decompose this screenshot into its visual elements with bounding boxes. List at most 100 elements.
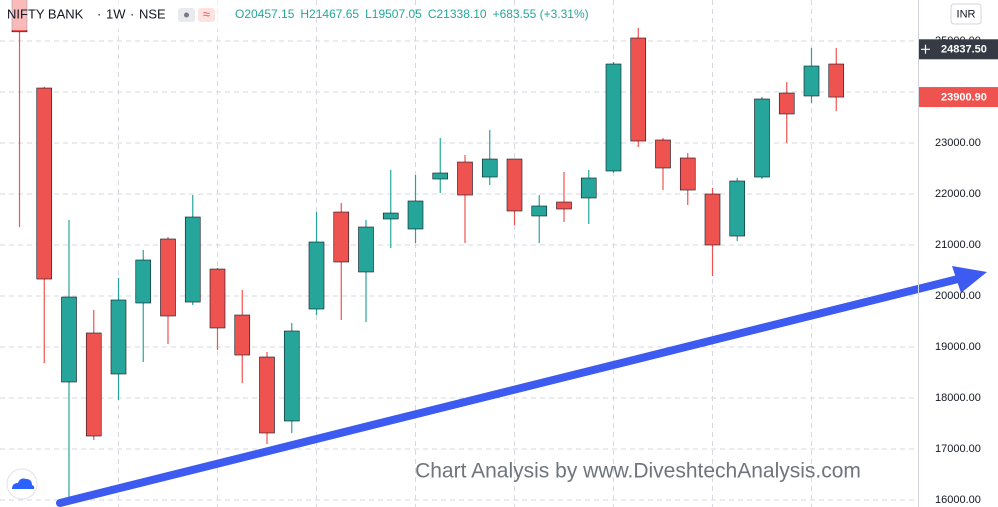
y-tick-label: 19000.00 — [935, 341, 981, 353]
y-tick-label: 20000.00 — [935, 290, 981, 302]
candle — [358, 220, 374, 323]
candle — [481, 130, 498, 186]
candle-body — [259, 356, 275, 434]
eye-icon[interactable] — [178, 8, 195, 22]
candle-body — [630, 37, 647, 142]
candle-body — [283, 330, 300, 422]
candle-body — [481, 158, 498, 178]
candle-body — [778, 92, 795, 115]
candle-body — [308, 241, 325, 310]
separator: · — [97, 6, 101, 21]
compare-icon[interactable]: ≈ — [198, 6, 215, 22]
candle-body — [729, 180, 746, 237]
ohlc-legend: O20457.15 H21467.65 L19507.05 C21338.10 +683… — [235, 7, 589, 21]
candle — [754, 97, 770, 180]
candles — [11, 0, 845, 501]
last-price-label: 23900.90 — [941, 91, 987, 103]
ohlc-value: C21338.10 — [428, 7, 487, 21]
candle — [729, 177, 746, 242]
trend-arrow — [56, 266, 987, 507]
y-tick-label: 22000.00 — [935, 188, 981, 200]
candle — [85, 310, 102, 441]
logo[interactable] — [6, 468, 38, 500]
candle — [308, 212, 325, 316]
candle-body — [679, 157, 696, 191]
arrow-shaft — [56, 274, 966, 507]
price-axis: 16000.00 17000.00 18000.00 19000.00 20000.00… — [919, 35, 998, 506]
crosshair-price-label: 24837.50 — [941, 44, 987, 56]
candle-body — [754, 98, 770, 178]
ohlc-value: +683.55 (+3.31%) — [493, 7, 589, 21]
candle-body — [135, 259, 152, 304]
candle — [803, 47, 820, 104]
arrow-head — [952, 266, 987, 293]
crosshair-plus — [921, 44, 930, 54]
exchange: NSE — [139, 6, 166, 21]
candle-body — [36, 87, 53, 280]
candle — [605, 62, 622, 173]
candle — [36, 86, 53, 364]
y-tick-label: 16000.00 — [935, 494, 981, 506]
candle — [432, 138, 449, 193]
candle — [333, 202, 350, 321]
candle-body — [110, 299, 127, 375]
y-tick-label: 21000.00 — [935, 239, 981, 251]
candle-body — [803, 65, 820, 97]
ohlc-value: L19507.05 — [365, 7, 422, 21]
icon-glyph: ≈ — [203, 6, 210, 21]
candle-body — [333, 211, 350, 263]
candle — [160, 237, 176, 345]
candle-body — [209, 268, 226, 329]
interval: 1W — [106, 6, 126, 21]
candle — [135, 250, 152, 363]
crosshair-price-label-box — [919, 39, 998, 60]
candle-body — [407, 200, 424, 230]
logo-cloud — [12, 478, 35, 489]
candle-body — [358, 226, 374, 273]
last-price-label-box — [919, 87, 998, 108]
candle-body — [61, 296, 77, 383]
candle — [184, 195, 201, 305]
y-tick-label: 17000.00 — [935, 443, 981, 455]
candle-body — [655, 139, 671, 169]
candle — [704, 187, 721, 277]
y-tick-label: 23000.00 — [935, 137, 981, 149]
candle-body — [457, 161, 473, 196]
candle — [209, 268, 226, 351]
candle-body — [432, 172, 449, 180]
candle — [11, 0, 28, 228]
candle — [382, 169, 399, 249]
ohlc-value: H21467.65 — [300, 7, 359, 21]
watermark: Chart Analysis by www.DiveshtechAnalysis… — [415, 460, 861, 483]
y-tick-label: 18000.00 — [935, 392, 981, 404]
candle-body — [506, 158, 523, 212]
candle — [259, 352, 275, 445]
candle — [828, 47, 845, 112]
candle-body — [580, 177, 597, 199]
candle — [778, 82, 795, 144]
separator: · — [130, 6, 134, 21]
symbol: NIFTY BANK — [7, 6, 84, 21]
candle-body — [234, 314, 251, 356]
candle — [556, 172, 572, 223]
candle — [506, 158, 523, 226]
candle — [110, 278, 127, 401]
candle-body — [556, 201, 572, 210]
candle — [679, 153, 696, 206]
currency-box[interactable] — [950, 3, 982, 25]
candle-body — [85, 332, 102, 437]
candle-body — [704, 193, 721, 246]
candle — [580, 169, 597, 224]
candle-body — [605, 63, 622, 172]
icon-bg — [198, 8, 215, 22]
candle-body — [160, 238, 176, 317]
icon-dot — [184, 12, 189, 18]
candle — [531, 195, 548, 244]
candle — [457, 154, 473, 244]
candle-body — [531, 205, 548, 217]
candle — [407, 174, 424, 244]
candle-body — [828, 63, 845, 98]
candle — [283, 322, 300, 433]
